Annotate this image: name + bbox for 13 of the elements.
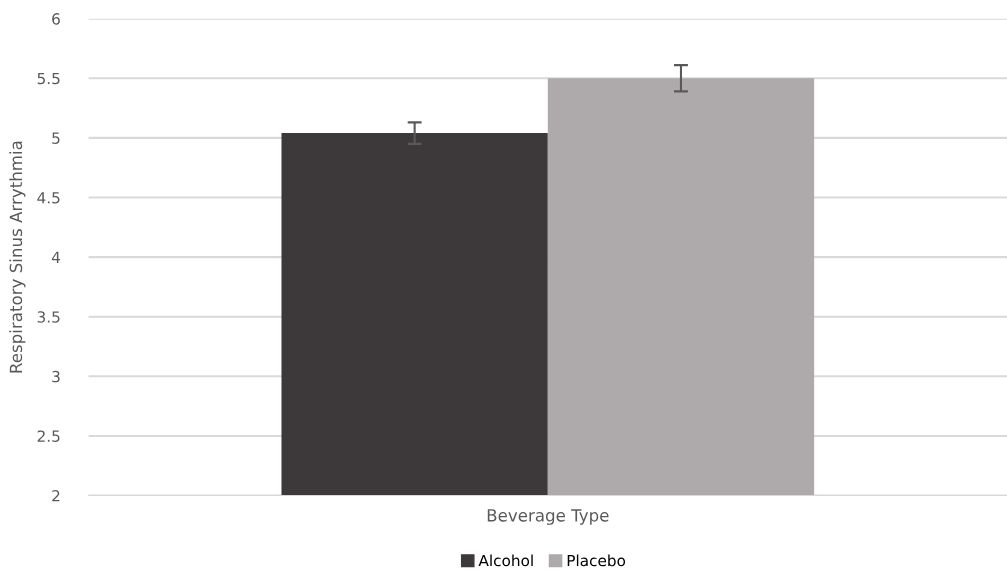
x-axis-title: Beverage Type — [487, 509, 609, 525]
y-tick-label: 5.5 — [37, 72, 60, 85]
y-tick-label: 4 — [51, 251, 60, 263]
y-tick-label: 3.5 — [37, 311, 60, 323]
y-tick-label: 2.5 — [37, 430, 60, 442]
y-tick-label: 4.5 — [37, 192, 60, 204]
y-tick-label: 6 — [52, 13, 60, 25]
legend-label: Placebo — [567, 554, 626, 567]
y-axis-title: Respiratory Sinus Arrythmia — [9, 141, 26, 373]
legend-label: Alcohol — [478, 554, 533, 567]
y-tick-label: 2 — [52, 490, 60, 502]
y-tick-label: 3 — [52, 370, 60, 383]
y-tick-label: 5 — [52, 132, 60, 144]
